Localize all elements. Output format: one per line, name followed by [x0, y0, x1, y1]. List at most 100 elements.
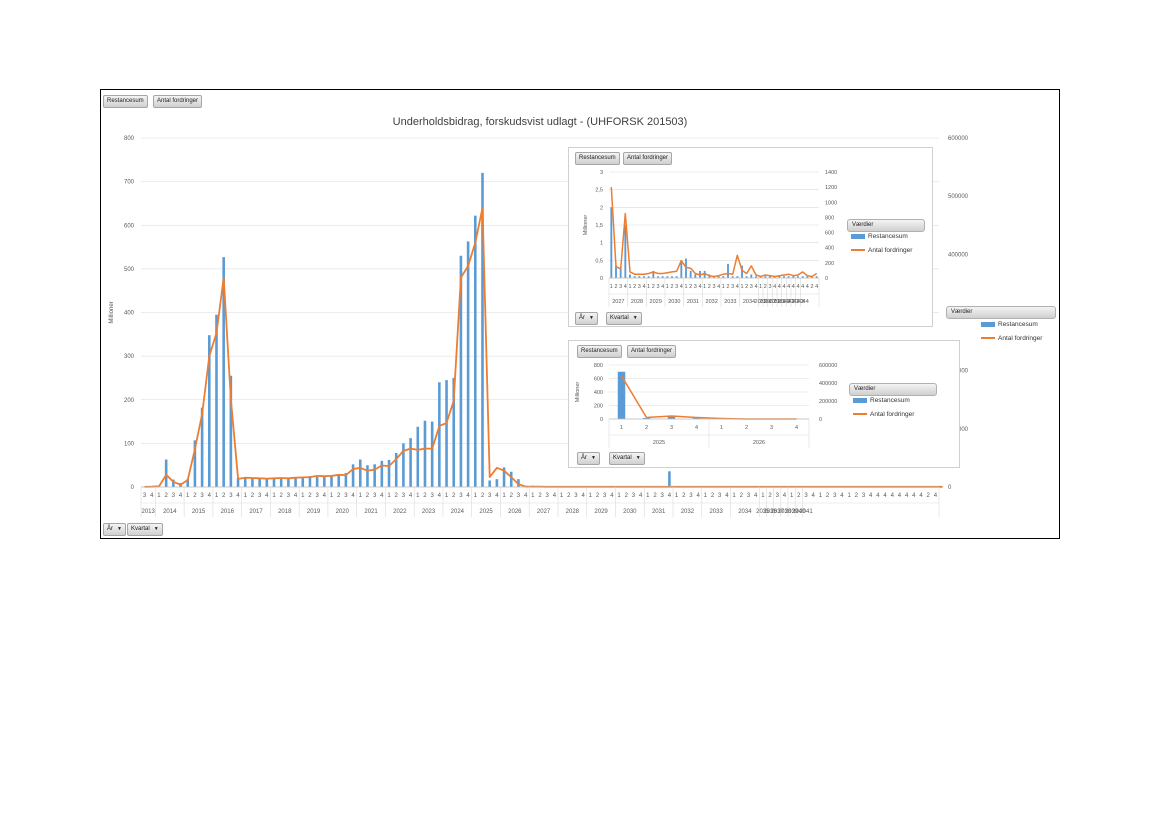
- bar: [495, 479, 499, 487]
- quarter-tick-label: 4: [661, 284, 664, 290]
- filter-button-ar[interactable]: År ▼: [577, 452, 600, 465]
- filter-button-kvartal[interactable]: Kvartal ▼: [127, 523, 163, 536]
- y2-tick-label: 800: [825, 215, 834, 221]
- year-tick-label: 2031: [687, 299, 699, 305]
- year-tick-label: 2032: [706, 299, 718, 305]
- quarter-tick-label: 3: [670, 425, 673, 431]
- quarter-tick-label: 1: [502, 493, 506, 499]
- quarter-tick-label: 1: [330, 493, 334, 499]
- bar: [668, 471, 671, 487]
- bar: [236, 478, 240, 487]
- chart-frame: Restancesum Antal fordringer Underholdsb…: [100, 89, 1060, 539]
- inset1-legend-restancesum: Restancesum: [851, 233, 908, 240]
- quarter-tick-label: 3: [315, 493, 319, 499]
- quarter-tick-label: 4: [553, 493, 557, 499]
- field-button-antal-fordringer[interactable]: Antal fordringer: [627, 345, 677, 358]
- quarter-tick-label: 4: [883, 493, 887, 499]
- bar: [502, 467, 506, 487]
- quarter-tick-label: 2: [625, 493, 629, 499]
- field-button-restancesum[interactable]: Restancesum: [577, 345, 622, 358]
- quarter-tick-label: 3: [776, 493, 780, 499]
- year-tick-label: 2033: [724, 299, 736, 305]
- quarter-tick-label: 3: [632, 493, 636, 499]
- year-tick-label: 2022: [393, 509, 407, 515]
- y-tick-label: 200: [594, 404, 603, 410]
- quarter-tick-label: 4: [840, 493, 844, 499]
- quarter-tick-label: 4: [717, 284, 720, 290]
- bar: [301, 476, 305, 487]
- y2-tick-label: 0: [825, 276, 828, 282]
- year-tick-label: 2027: [612, 299, 624, 305]
- quarter-tick-label: 2: [745, 425, 748, 431]
- filter-button-ar[interactable]: År ▼: [103, 523, 126, 536]
- bar: [750, 274, 753, 278]
- bar: [647, 276, 650, 278]
- bar: [380, 460, 384, 487]
- year-tick-label: 2025: [479, 509, 493, 515]
- year-tick-label: 2039: [773, 299, 785, 305]
- series-line: [610, 187, 818, 278]
- quarter-tick-label: 3: [833, 493, 837, 499]
- line-swatch-icon: [981, 337, 995, 340]
- year-tick-label: 2013: [142, 509, 156, 515]
- bar: [430, 421, 434, 487]
- bar: [387, 459, 391, 487]
- y-tick-label: 600: [594, 377, 603, 383]
- field-button-restancesum[interactable]: Restancesum: [575, 152, 620, 165]
- quarter-tick-label: 1: [215, 493, 219, 499]
- inset-chart-1: Restancesum Antal fordringer 0 0,5 1 1,5 2 2,…: [568, 147, 933, 327]
- filter-label: År: [579, 315, 585, 321]
- quarter-tick-label: 3: [689, 493, 693, 499]
- filter-button-ar[interactable]: År ▼: [575, 312, 598, 325]
- quarter-tick-label: 4: [754, 284, 757, 290]
- quarter-tick-label: 2: [645, 425, 648, 431]
- quarter-tick-label: 1: [560, 493, 564, 499]
- quarter-tick-label: 2: [826, 493, 830, 499]
- quarter-tick-label: 3: [459, 493, 463, 499]
- quarter-tick-label: 2: [797, 493, 801, 499]
- y2-tick-label: 600000: [948, 136, 969, 142]
- bar: [783, 276, 785, 278]
- quarter-tick-label: 4: [795, 425, 798, 431]
- quarter-tick-label: 1: [620, 425, 623, 431]
- bar: [624, 225, 627, 278]
- main-legend-title[interactable]: Værdier: [946, 306, 1056, 319]
- year-tick-label: 2038: [769, 299, 781, 305]
- field-button-antal-fordringer[interactable]: Antal fordringer: [153, 95, 203, 108]
- quarter-tick-label: 4: [610, 493, 614, 499]
- bar: [481, 172, 484, 487]
- quarter-tick-label: 4: [801, 284, 804, 290]
- bar: [200, 407, 204, 487]
- quarter-tick-label: 2: [927, 493, 931, 499]
- quarter-tick-label: 3: [172, 493, 176, 499]
- bar: [409, 438, 412, 487]
- quarter-tick-label: 3: [143, 493, 147, 499]
- y-tick-label: 200: [124, 398, 135, 404]
- quarter-tick-label: 2: [633, 284, 636, 290]
- quarter-tick-label: 1: [732, 493, 736, 499]
- year-tick-label: 2029: [594, 509, 608, 515]
- bar: [402, 443, 405, 487]
- filter-arrow-icon: ▼: [591, 455, 596, 461]
- bar: [703, 270, 706, 278]
- quarter-tick-label: 2: [395, 493, 399, 499]
- quarter-tick-label: 1: [819, 493, 823, 499]
- bar: [164, 459, 168, 487]
- quarter-tick-label: 2: [308, 493, 312, 499]
- year-tick-label: 2033: [709, 509, 723, 515]
- y-tick-label: 1,5: [595, 223, 603, 229]
- filter-button-kvartal[interactable]: Kvartal ▼: [609, 452, 645, 465]
- year-tick-label: 2016: [221, 509, 235, 515]
- inset1-legend-title[interactable]: Værdier: [847, 219, 925, 232]
- inset2-legend-title[interactable]: Værdier: [849, 383, 937, 396]
- y2-tick-label: 200000: [819, 399, 837, 405]
- year-tick-label: 2037: [771, 509, 785, 515]
- y2-tick-label: 200: [825, 261, 834, 267]
- legend-label: Antal fordringer: [868, 247, 913, 254]
- year-tick-label: 2042: [787, 299, 799, 305]
- field-button-antal-fordringer[interactable]: Antal fordringer: [623, 152, 673, 165]
- field-button-restancesum[interactable]: Restancesum: [103, 95, 148, 108]
- bar: [366, 465, 369, 487]
- bar-swatch-icon: [851, 233, 865, 239]
- filter-button-kvartal[interactable]: Kvartal ▼: [606, 312, 642, 325]
